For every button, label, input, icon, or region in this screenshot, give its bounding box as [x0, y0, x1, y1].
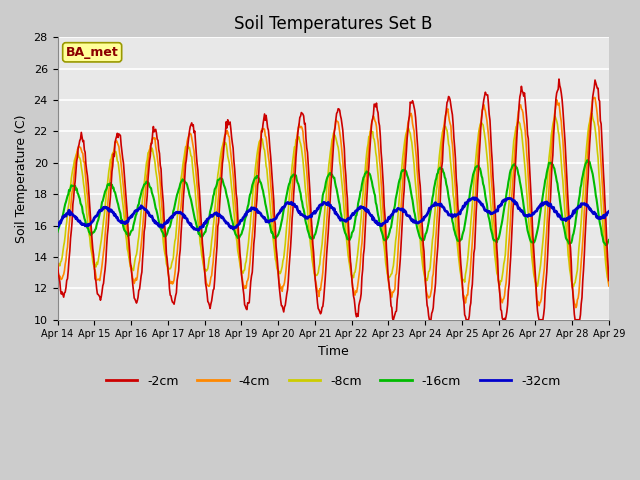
X-axis label: Time: Time: [318, 345, 349, 358]
Title: Soil Temperatures Set B: Soil Temperatures Set B: [234, 15, 433, 33]
Y-axis label: Soil Temperature (C): Soil Temperature (C): [15, 114, 28, 243]
Text: BA_met: BA_met: [66, 46, 118, 59]
Legend: -2cm, -4cm, -8cm, -16cm, -32cm: -2cm, -4cm, -8cm, -16cm, -32cm: [101, 370, 566, 393]
